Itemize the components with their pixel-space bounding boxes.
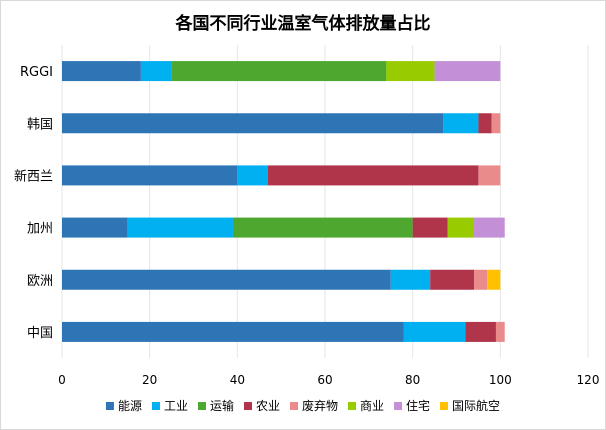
bar-segment (62, 113, 444, 134)
category-label: 新西兰 (14, 168, 53, 184)
legend-swatch (197, 402, 206, 410)
bar-segment (412, 217, 448, 238)
x-tick-label: 120 (577, 373, 600, 387)
category-label: 中国 (27, 326, 53, 341)
bar-segment (403, 321, 466, 342)
legend-label: 住宅 (406, 398, 430, 413)
category-label: RGGI (20, 65, 53, 80)
legend-label: 国际航空 (452, 398, 500, 413)
legend-swatch (440, 402, 449, 410)
legend-label: 商业 (360, 398, 384, 413)
legend-item: 工业 (151, 399, 188, 413)
category-label: 韩国 (27, 117, 53, 132)
bar-segment (474, 269, 488, 290)
chart-title: 各国不同行业温室气体排放量占比 (175, 13, 431, 34)
bar-segment (495, 321, 505, 342)
legend-label: 工业 (164, 399, 188, 413)
bars (62, 61, 505, 342)
bar-segment (478, 113, 492, 134)
bar-segment (474, 217, 505, 238)
gridlines (61, 45, 589, 358)
category-label: 加州 (27, 222, 53, 237)
bar-segment (171, 61, 387, 82)
legend-swatch (243, 402, 252, 410)
bar-segment (62, 269, 391, 290)
x-tick-label: 40 (230, 373, 245, 387)
legend-item: 废弃物 (290, 398, 338, 413)
x-tick-label: 80 (405, 373, 420, 387)
bar-segment (430, 269, 475, 290)
bar-segment (140, 61, 172, 82)
bar-segment (237, 165, 269, 186)
bar-segment (62, 321, 404, 342)
bar-segment (62, 217, 128, 238)
bar-segment (487, 269, 501, 290)
legend-swatch (290, 402, 298, 410)
legend: 能源 工业 运输 农业 废弃物 商业 住宅 国际航空 (105, 398, 500, 413)
bar-segment (127, 217, 233, 238)
legend-item: 运输 (197, 398, 234, 413)
legend-label: 运输 (210, 398, 234, 413)
legend-item: 住宅 (394, 398, 430, 413)
bar-segment (443, 113, 479, 134)
bar-segment (447, 217, 475, 238)
legend-label: 废弃物 (302, 398, 338, 413)
bar-segment (390, 269, 431, 290)
bar-segment (268, 165, 479, 186)
x-tick-label: 0 (58, 373, 66, 387)
x-tick-label: 100 (489, 373, 512, 387)
legend-label: 能源 (118, 399, 142, 413)
legend-item: 能源 (105, 399, 142, 413)
bar-segment (62, 61, 141, 82)
x-tick-labels: 0 20 40 60 80 100 120 (58, 373, 599, 387)
legend-swatch (348, 402, 357, 410)
legend-swatch (394, 402, 403, 410)
legend-label: 农业 (256, 399, 280, 413)
legend-swatch (105, 402, 114, 410)
bar-segment (62, 165, 238, 186)
legend-item: 农业 (243, 399, 280, 413)
bar-segment (386, 61, 435, 82)
x-tick-label: 20 (142, 373, 157, 387)
bar-segment (478, 165, 501, 186)
bar-segment (434, 61, 501, 82)
bar-segment (491, 113, 501, 134)
bar-segment (232, 217, 413, 238)
x-tick-label: 60 (317, 373, 332, 387)
legend-swatch (151, 402, 160, 410)
legend-item: 国际航空 (440, 398, 500, 413)
bar-segment (465, 321, 496, 342)
category-label: 欧洲 (27, 274, 53, 289)
legend-item: 商业 (348, 398, 384, 413)
